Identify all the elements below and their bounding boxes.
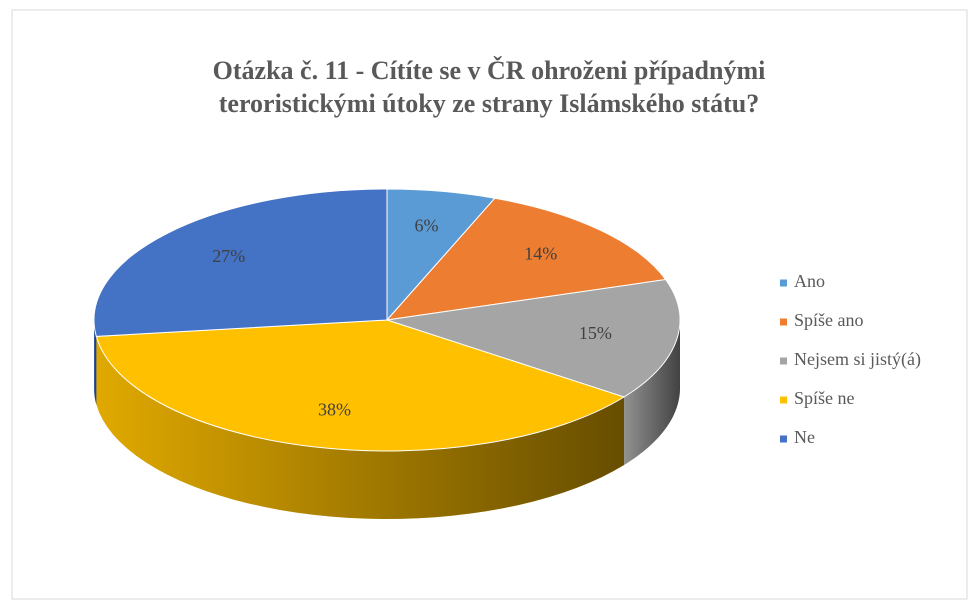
legend-swatch: [780, 396, 787, 404]
data-label: 38%: [318, 399, 351, 419]
legend-label: Spíše ne: [794, 388, 855, 408]
data-label: 27%: [212, 246, 245, 266]
pie-slice: [95, 319, 626, 452]
pie-slice: [93, 188, 388, 337]
legend-swatch: [780, 435, 787, 443]
pie-side-shade: [96, 336, 625, 519]
data-label: 6%: [415, 215, 439, 235]
pie-side-shade: [94, 320, 97, 405]
legend-swatch: [780, 279, 787, 287]
legend-label: Spíše ano: [794, 310, 864, 330]
data-label: 14%: [524, 244, 557, 264]
pie-side-shade: [624, 320, 680, 465]
pie-slice: [386, 278, 681, 398]
data-label: 15%: [579, 323, 612, 343]
legend-label: Ano: [794, 271, 825, 291]
chart-title: Otázka č. 11 - Cítíte se v ČR ohroženi p…: [212, 56, 766, 118]
legend-swatch: [780, 357, 787, 365]
legend-swatch: [780, 318, 787, 326]
legend-label: Nejsem si jistý(á): [794, 349, 921, 370]
legend-label: Ne: [794, 427, 815, 447]
